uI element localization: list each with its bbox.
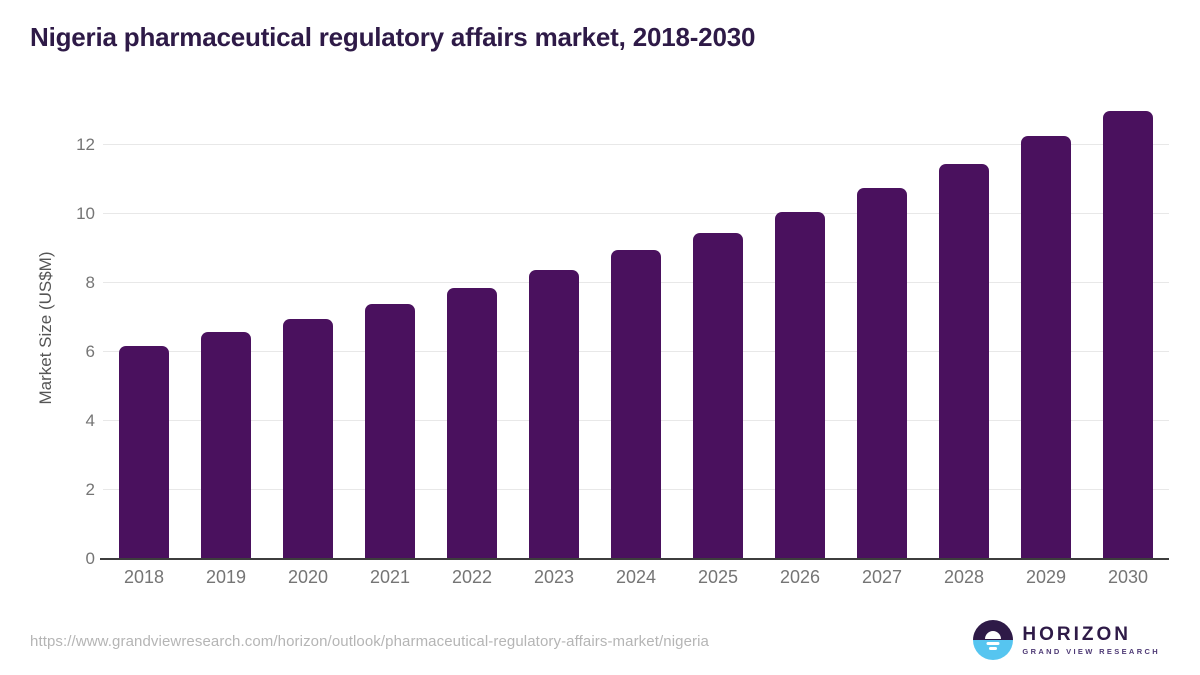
- horizon-sun-icon: [973, 620, 1014, 660]
- wave-glyph: [986, 642, 1000, 645]
- x-tick-label-2020: 2020: [287, 567, 329, 587]
- plot-area: [100, 98, 1169, 560]
- bar-2024: [611, 250, 661, 559]
- bar-2021: [365, 304, 415, 559]
- x-axis-tick-labels: 2018 2019 2020 2021 2022 2023 2024 2025 2026 2027…: [103, 567, 1169, 593]
- wave-glyph: [989, 647, 998, 650]
- x-tick-label-2025: 2025: [697, 567, 739, 587]
- source-url: https://www.grandviewresearch.com/horizo…: [30, 633, 709, 650]
- x-tick-label-2018: 2018: [123, 567, 165, 587]
- x-axis-line: [100, 558, 1169, 560]
- gridline-y12: [103, 143, 1169, 145]
- bar-2023: [529, 269, 579, 559]
- y-tick-label-4: 4: [85, 410, 95, 430]
- sun-glyph: [985, 631, 1002, 639]
- bar-2029: [1021, 135, 1071, 559]
- x-tick-label-2028: 2028: [943, 567, 985, 587]
- logo-tagline: GRAND VIEW RESEARCH: [1022, 646, 1160, 656]
- bar-2022: [447, 287, 497, 559]
- y-tick-label-10: 10: [76, 203, 95, 223]
- x-tick-label-2021: 2021: [369, 567, 411, 587]
- y-axis-tick-labels: 0 2 4 6 8 10 12: [40, 98, 95, 568]
- y-tick-label-6: 6: [85, 341, 95, 361]
- x-tick-label-2022: 2022: [451, 567, 493, 587]
- x-tick-label-2029: 2029: [1025, 567, 1067, 587]
- bar-2020: [283, 318, 333, 559]
- x-tick-label-2026: 2026: [779, 567, 821, 587]
- bar-2025: [693, 232, 743, 559]
- chart-title: Nigeria pharmaceutical regulatory affair…: [30, 22, 756, 52]
- logo-wordmark: HORIZON: [1022, 623, 1132, 645]
- y-tick-label-12: 12: [76, 134, 95, 154]
- y-tick-label-8: 8: [85, 272, 95, 292]
- x-tick-label-2024: 2024: [615, 567, 657, 587]
- bar-2026: [775, 211, 825, 559]
- gridline-y10: [103, 212, 1169, 214]
- y-tick-label-0: 0: [85, 549, 95, 568]
- bar-2019: [201, 332, 251, 559]
- x-tick-label-2023: 2023: [533, 567, 575, 587]
- bar-2027: [857, 187, 907, 559]
- logo-text: HORIZON GRAND VIEW RESEARCH: [1022, 625, 1160, 656]
- bar-2030: [1103, 111, 1153, 559]
- bar-2018: [119, 346, 169, 559]
- x-tick-label-2027: 2027: [861, 567, 903, 587]
- bar-2028: [939, 163, 989, 559]
- x-tick-label-2019: 2019: [205, 567, 247, 587]
- brand-logo: HORIZON GRAND VIEW RESEARCH: [973, 620, 1160, 660]
- x-tick-label-2030: 2030: [1107, 567, 1149, 587]
- y-tick-label-2: 2: [85, 480, 95, 499]
